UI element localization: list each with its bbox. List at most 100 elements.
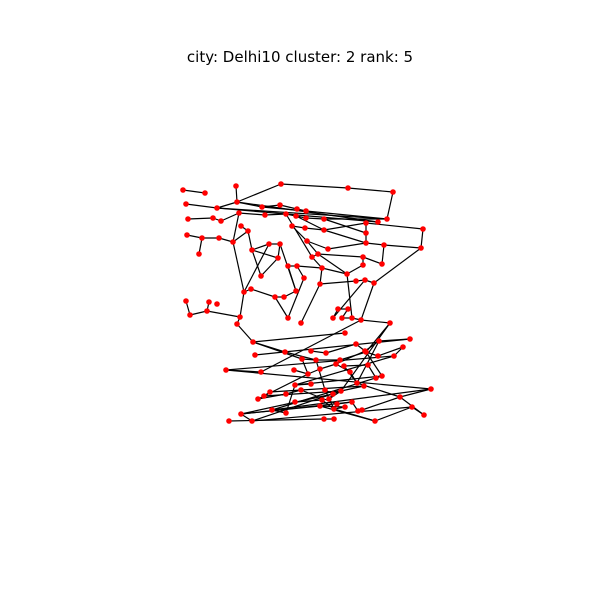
graph-node [421, 412, 427, 418]
graph-edge [346, 264, 364, 275]
graph-node [313, 357, 319, 363]
graph-edge [399, 388, 432, 398]
graph-edge [323, 229, 367, 244]
graph-edge [294, 355, 395, 386]
graph-node [206, 299, 212, 305]
graph-node [322, 387, 328, 393]
graph-node [345, 306, 351, 312]
graph-node [390, 189, 396, 195]
graph-node [391, 353, 397, 359]
graph-edge [206, 310, 241, 318]
graph-node [202, 190, 208, 196]
graph-node [338, 388, 344, 394]
graph-edge [284, 351, 317, 361]
graph-node [238, 223, 244, 229]
graph-edge [225, 355, 395, 371]
graph-edge [381, 244, 385, 265]
graph-edge [323, 218, 367, 234]
graph-node [331, 406, 337, 412]
graph-node [185, 216, 191, 222]
graph-node [272, 294, 278, 300]
graph-node [373, 375, 379, 381]
graph-node [317, 366, 323, 372]
graph-node [292, 399, 298, 405]
graph-edge [232, 212, 240, 243]
graph-edge [304, 227, 325, 231]
graph-edge [238, 212, 266, 216]
graph-node [293, 213, 299, 219]
graph-node [335, 306, 341, 312]
graph-edge [228, 418, 325, 422]
graph-node [321, 227, 327, 233]
graph-edge [306, 240, 329, 250]
graph-edge [362, 256, 383, 265]
graph-node [278, 181, 284, 187]
graph-node [285, 263, 291, 269]
graph-edge [182, 189, 206, 194]
graph-node [323, 350, 329, 356]
graph-node [305, 371, 311, 377]
graph-node [283, 391, 289, 397]
graph-node [285, 315, 291, 321]
graph-edge [220, 212, 240, 222]
graph-node [187, 312, 193, 318]
graph-node [349, 399, 355, 405]
graph-edge [319, 405, 376, 422]
graph-node [371, 280, 377, 286]
graph-edge [185, 203, 218, 209]
graph-node [418, 245, 424, 251]
graph-node [384, 216, 390, 222]
graph-node [407, 336, 413, 342]
graph-edge [356, 340, 380, 384]
graph-edge [261, 204, 281, 208]
graph-node [333, 361, 339, 367]
graph-edge [232, 241, 245, 293]
graph-node [282, 349, 288, 355]
graph-edge [251, 249, 262, 277]
graph-node [267, 389, 273, 395]
graph-node [325, 246, 331, 252]
graph-edge [285, 213, 313, 258]
graph-node [258, 369, 264, 375]
graph-node [365, 362, 371, 368]
graph-node [230, 239, 236, 245]
graph-node [375, 219, 381, 225]
graph-node [266, 241, 272, 247]
graph-node [233, 183, 239, 189]
graph-edge [317, 253, 348, 275]
graph-node [302, 225, 308, 231]
graph-node [204, 308, 210, 314]
graph-edge [327, 242, 367, 250]
graph-node [319, 397, 325, 403]
graph-edge [365, 242, 385, 246]
graph-edge [279, 204, 298, 210]
graph-node [360, 262, 366, 268]
graph-node [234, 199, 240, 205]
graph-node [210, 215, 216, 221]
graph-edge [296, 265, 323, 269]
graph-node [277, 202, 283, 208]
graph-node [275, 255, 281, 261]
graph-edge [252, 332, 346, 343]
graph-node [214, 205, 220, 211]
graph-node [293, 288, 299, 294]
graph-node [304, 238, 310, 244]
graph-edge [225, 369, 432, 390]
graph-node [375, 353, 381, 359]
graph-edge [305, 217, 325, 220]
graph-edge [319, 280, 357, 285]
graph-edge [340, 322, 391, 392]
graph-node [360, 254, 366, 260]
graph-edge [365, 222, 424, 230]
graph-node [245, 228, 251, 234]
graph-edge [377, 346, 404, 357]
graph-edge [280, 183, 349, 189]
graph-edge [295, 215, 325, 231]
graph-node [283, 211, 289, 217]
graph-edge [373, 247, 422, 284]
graph-node [258, 273, 264, 279]
graph-node [308, 381, 314, 387]
graph-node [409, 404, 415, 410]
graph-node [361, 383, 367, 389]
